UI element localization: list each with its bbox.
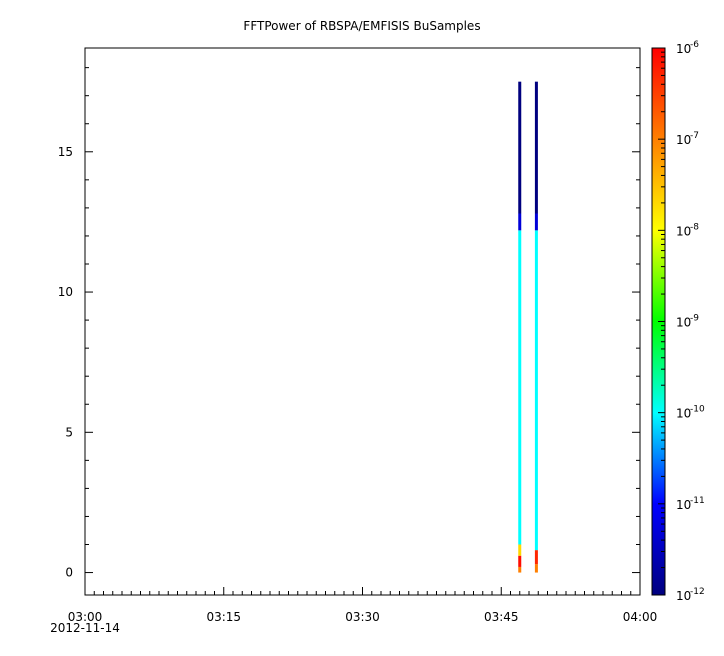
colorbar-tick-label: 10	[676, 316, 691, 330]
spectrum-cell-1-3	[534, 213, 538, 231]
colorbar-tick-label: 10	[676, 498, 691, 512]
spectrum-cell-0-4	[518, 213, 522, 231]
y-tick-label: 0	[65, 566, 73, 580]
y-axis: 0 5 10 15	[58, 67, 640, 580]
spectrum-cell-1-2	[534, 230, 538, 551]
colorbar-tick-label: 10	[676, 42, 691, 56]
x-tick-label: 04:00	[623, 610, 658, 624]
chart-title: FFTPower of RBSPA/EMFISIS BuSamples	[243, 19, 480, 33]
colorbar-tick-exponent: -12	[690, 587, 705, 597]
spectrum-cell-0-0	[518, 566, 522, 573]
x-tick-label: 03:30	[345, 610, 380, 624]
x-date-label: 2012-11-14	[50, 621, 120, 635]
spectrum-cell-0-1	[518, 555, 522, 567]
y-tick-label: 10	[58, 285, 73, 299]
colorbar-tick-label: 10	[676, 407, 691, 421]
colorbar-tick-exponent: -11	[690, 496, 705, 506]
spectrum-cell-1-4	[534, 81, 538, 214]
spectrum-cell-0-2	[518, 544, 522, 556]
colorbar-tick-exponent: -7	[690, 131, 699, 141]
colorbar-tick-label: 10	[676, 224, 691, 238]
colorbar-tick-exponent: -6	[690, 40, 699, 50]
colorbar-tick-exponent: -8	[690, 222, 699, 232]
colorbar-tick-label: 10	[676, 589, 691, 603]
x-tick-label: 03:15	[206, 610, 241, 624]
plot-area	[84, 47, 641, 596]
colorbar-tick-exponent: -9	[690, 314, 699, 324]
colorbar-tick-exponent: -10	[690, 405, 705, 415]
spectrum-cell-1-1	[534, 550, 538, 565]
y-tick-label: 5	[65, 425, 73, 439]
x-axis: 03:00 03:15 03:30 03:45 04:00 2012-11-14	[50, 587, 657, 635]
colorbar-tick-label: 10	[676, 133, 691, 147]
spectrum-cell-0-3	[518, 230, 522, 545]
x-tick-label: 03:45	[484, 610, 519, 624]
plot-frame	[84, 47, 641, 596]
spectrum-cell-1-0	[534, 564, 538, 573]
x-tick-label: 03:00	[68, 610, 103, 624]
spectrum-cell-0-5	[518, 81, 522, 214]
y-tick-label: 15	[58, 145, 73, 159]
